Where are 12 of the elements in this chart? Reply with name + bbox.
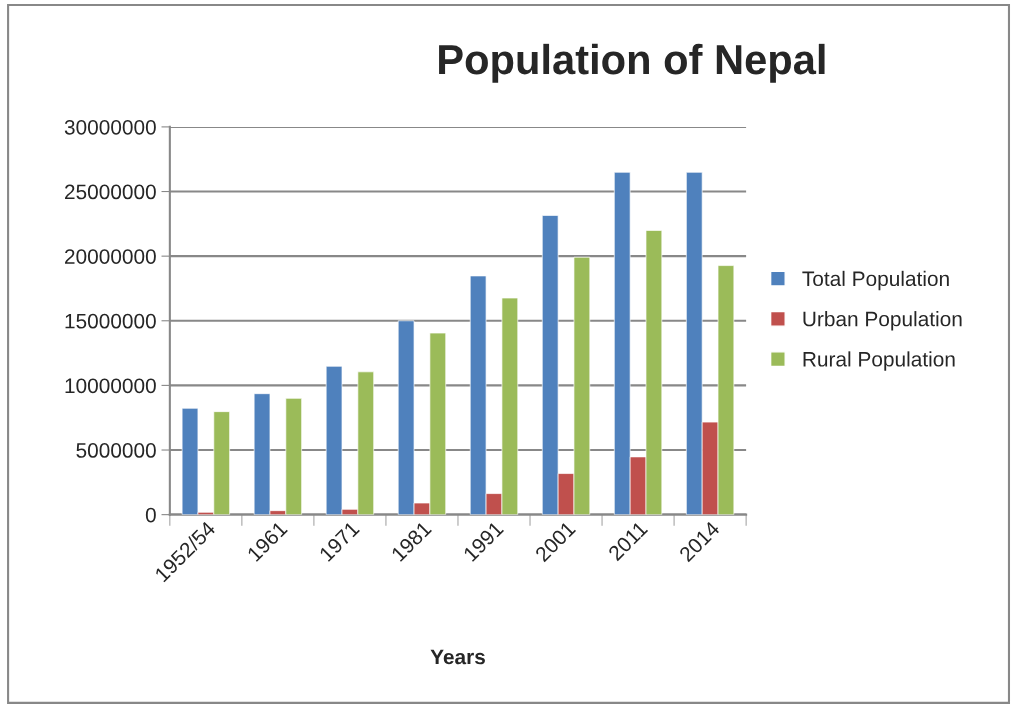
y-tick-label: 25000000 bbox=[65, 184, 156, 200]
legend-label: Urban Population bbox=[803, 311, 962, 331]
x-axis-title: Years bbox=[430, 649, 485, 665]
y-tick-label: 0 bbox=[145, 507, 156, 523]
y-tick-label: 20000000 bbox=[65, 249, 156, 264]
y-tick-label: 5000000 bbox=[76, 443, 156, 458]
y-tick-label: 30000000 bbox=[64, 119, 156, 135]
chart-title: Population of Nepal bbox=[439, 43, 825, 83]
legend-label: Rural Population bbox=[803, 351, 955, 371]
y-tick-label: 10000000 bbox=[65, 378, 156, 394]
y-tick-label: 15000000 bbox=[65, 313, 156, 329]
legend-label: Total Population bbox=[802, 270, 949, 291]
